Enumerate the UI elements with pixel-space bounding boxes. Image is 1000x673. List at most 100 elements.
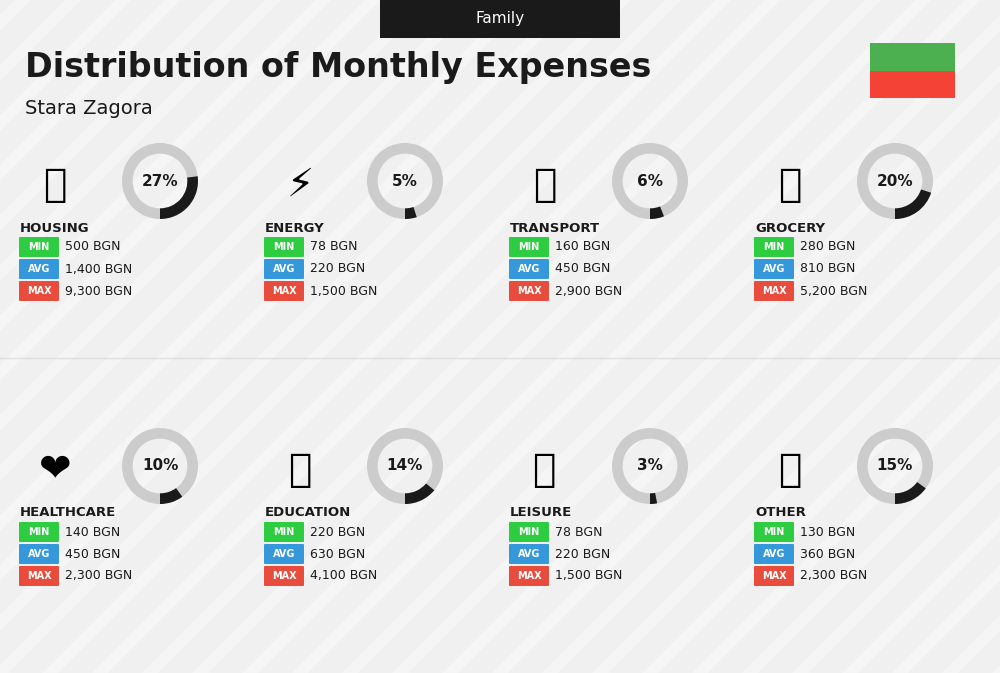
FancyBboxPatch shape [380, 0, 620, 38]
FancyBboxPatch shape [754, 522, 794, 542]
Text: MIN: MIN [273, 527, 295, 537]
Text: MAX: MAX [517, 286, 541, 296]
Text: AVG: AVG [28, 549, 50, 559]
FancyBboxPatch shape [870, 43, 955, 71]
Text: MAX: MAX [272, 571, 296, 581]
Wedge shape [857, 428, 933, 504]
FancyBboxPatch shape [264, 281, 304, 301]
FancyBboxPatch shape [264, 566, 304, 586]
Text: MIN: MIN [518, 242, 540, 252]
FancyBboxPatch shape [509, 237, 549, 257]
FancyBboxPatch shape [754, 259, 794, 279]
Text: 4,100 BGN: 4,100 BGN [310, 569, 377, 583]
Text: 280 BGN: 280 BGN [800, 240, 855, 254]
FancyBboxPatch shape [264, 544, 304, 564]
Wedge shape [405, 483, 434, 504]
Wedge shape [895, 190, 931, 219]
Text: MAX: MAX [762, 571, 786, 581]
Text: 🚌: 🚌 [533, 166, 557, 204]
Text: AVG: AVG [518, 549, 540, 559]
Text: Stara Zagora: Stara Zagora [25, 98, 153, 118]
Text: 6%: 6% [637, 174, 663, 188]
Text: ❤️: ❤️ [39, 451, 71, 489]
Text: 15%: 15% [877, 458, 913, 474]
Wedge shape [160, 488, 182, 504]
Wedge shape [650, 493, 657, 504]
Text: AVG: AVG [763, 264, 785, 274]
FancyBboxPatch shape [754, 237, 794, 257]
Text: MAX: MAX [517, 571, 541, 581]
Wedge shape [612, 143, 688, 219]
Text: 5%: 5% [392, 174, 418, 188]
Text: 3%: 3% [637, 458, 663, 474]
FancyBboxPatch shape [264, 259, 304, 279]
Text: 🛒: 🛒 [778, 166, 802, 204]
Text: TRANSPORT: TRANSPORT [510, 221, 600, 234]
Text: MAX: MAX [27, 571, 51, 581]
Text: 220 BGN: 220 BGN [310, 526, 365, 538]
FancyBboxPatch shape [19, 281, 59, 301]
Text: 78 BGN: 78 BGN [310, 240, 357, 254]
Text: 🎓: 🎓 [288, 451, 312, 489]
Text: 10%: 10% [142, 458, 178, 474]
FancyBboxPatch shape [264, 237, 304, 257]
Text: 220 BGN: 220 BGN [555, 548, 610, 561]
Text: MAX: MAX [272, 286, 296, 296]
Text: ENERGY: ENERGY [265, 221, 325, 234]
FancyBboxPatch shape [509, 259, 549, 279]
Wedge shape [612, 428, 688, 504]
Text: 🛍️: 🛍️ [533, 451, 557, 489]
FancyBboxPatch shape [19, 566, 59, 586]
Wedge shape [857, 143, 933, 219]
Text: 810 BGN: 810 BGN [800, 262, 855, 275]
Text: 2,900 BGN: 2,900 BGN [555, 285, 622, 297]
Text: MAX: MAX [762, 286, 786, 296]
Text: OTHER: OTHER [755, 507, 806, 520]
Text: 1,500 BGN: 1,500 BGN [310, 285, 377, 297]
Text: AVG: AVG [273, 264, 295, 274]
FancyBboxPatch shape [509, 566, 549, 586]
Wedge shape [367, 143, 443, 219]
Text: 78 BGN: 78 BGN [555, 526, 602, 538]
Text: 360 BGN: 360 BGN [800, 548, 855, 561]
Text: HEALTHCARE: HEALTHCARE [20, 507, 116, 520]
Text: EDUCATION: EDUCATION [265, 507, 351, 520]
FancyBboxPatch shape [754, 566, 794, 586]
Text: LEISURE: LEISURE [510, 507, 572, 520]
FancyBboxPatch shape [870, 71, 955, 98]
Wedge shape [367, 428, 443, 504]
Text: MIN: MIN [273, 242, 295, 252]
Text: 450 BGN: 450 BGN [65, 548, 120, 561]
Text: 🏢: 🏢 [43, 166, 67, 204]
Text: 450 BGN: 450 BGN [555, 262, 610, 275]
FancyBboxPatch shape [509, 522, 549, 542]
Text: 2,300 BGN: 2,300 BGN [800, 569, 867, 583]
Text: ⚡: ⚡ [286, 166, 314, 204]
Text: AVG: AVG [28, 264, 50, 274]
FancyBboxPatch shape [19, 237, 59, 257]
Text: MIN: MIN [763, 242, 785, 252]
Text: MIN: MIN [28, 242, 50, 252]
Wedge shape [405, 207, 417, 219]
FancyBboxPatch shape [19, 522, 59, 542]
FancyBboxPatch shape [509, 281, 549, 301]
Text: 27%: 27% [142, 174, 178, 188]
Wedge shape [160, 176, 198, 219]
Text: 14%: 14% [387, 458, 423, 474]
Text: 5,200 BGN: 5,200 BGN [800, 285, 867, 297]
FancyBboxPatch shape [264, 522, 304, 542]
Text: MIN: MIN [518, 527, 540, 537]
Wedge shape [650, 207, 664, 219]
Text: Distribution of Monthly Expenses: Distribution of Monthly Expenses [25, 52, 651, 85]
Text: MIN: MIN [28, 527, 50, 537]
Text: GROCERY: GROCERY [755, 221, 825, 234]
Text: 1,400 BGN: 1,400 BGN [65, 262, 132, 275]
Text: AVG: AVG [763, 549, 785, 559]
FancyBboxPatch shape [754, 281, 794, 301]
Text: 500 BGN: 500 BGN [65, 240, 120, 254]
Wedge shape [895, 482, 926, 504]
Text: MIN: MIN [763, 527, 785, 537]
Text: 160 BGN: 160 BGN [555, 240, 610, 254]
Text: MAX: MAX [27, 286, 51, 296]
Text: 1,500 BGN: 1,500 BGN [555, 569, 622, 583]
